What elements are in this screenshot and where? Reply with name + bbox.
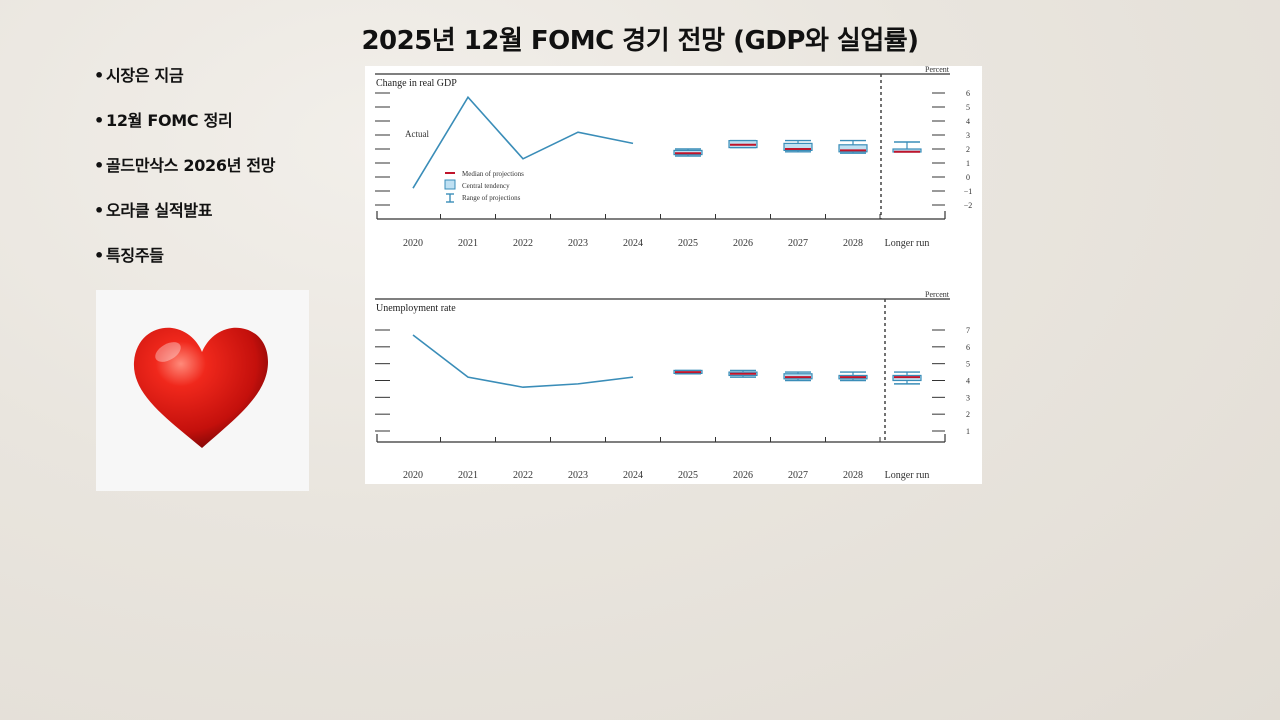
y-tick-label: 2 [966, 410, 970, 419]
x-tick-label: 2021 [458, 470, 478, 481]
bullet-item: • 특징주들 [94, 246, 164, 265]
y-tick-label: 6 [966, 343, 970, 352]
x-tick-label: 2025 [678, 470, 698, 481]
unit-label: Percent [925, 66, 950, 74]
bullet-text: 시장은 지금 [106, 66, 184, 85]
x-tick-label: Longer run [885, 470, 930, 481]
legend-central-icon [444, 179, 456, 190]
unit-label: Percent [925, 290, 950, 299]
y-tick-label: 3 [966, 131, 970, 140]
x-tick-label: 2028 [843, 238, 863, 249]
y-tick-label: 6 [966, 89, 970, 98]
bullet-item: • 오라클 실적발표 [94, 201, 213, 220]
chart-title: Change in real GDP [376, 78, 457, 89]
x-tick-label: 2020 [403, 470, 423, 481]
y-tick-label: 2 [966, 145, 970, 154]
x-tick-label: 2023 [568, 470, 588, 481]
x-tick-label: 2022 [513, 238, 533, 249]
legend-central-label: Central tendency [462, 182, 510, 190]
fomc-projection-chart: Change in real GDP Percent 6 5 4 3 2 1 0 −1 −2 2020… [365, 66, 982, 484]
x-tick-label: 2026 [733, 238, 753, 249]
x-tick-label: 2024 [623, 238, 643, 249]
x-tick-label: 2023 [568, 238, 588, 249]
x-tick-label: 2027 [788, 238, 808, 249]
actual-label: Actual [405, 129, 429, 139]
legend-range-label: Range of projections [462, 194, 521, 202]
bullet-item: • 12월 FOMC 정리 [94, 111, 233, 130]
central-tendency-box [783, 142, 813, 152]
x-tick-label: 2026 [733, 470, 753, 481]
x-tick-label: 2022 [513, 470, 533, 481]
y-tick-label: 3 [966, 393, 970, 402]
y-tick-label: 5 [966, 360, 970, 369]
heart-icon [133, 327, 268, 448]
chart-canvas: Change in real GDP Percent 6 5 4 3 2 1 0 −1 −2 2020… [375, 66, 973, 481]
x-tick-label: 2024 [623, 470, 643, 481]
x-tick-label: 2020 [403, 238, 423, 249]
heart-image [96, 290, 309, 491]
y-tick-label: 4 [966, 377, 970, 386]
x-tick-label: 2025 [678, 238, 698, 249]
y-tick-label: 1 [966, 427, 970, 436]
y-tick-label: −1 [964, 187, 973, 196]
y-tick-label: 0 [966, 173, 970, 182]
chart-title: Unemployment rate [376, 303, 456, 314]
y-tick-label: 7 [966, 326, 970, 335]
central-tendency-box [838, 144, 868, 153]
slide-title: 2025년 12월 FOMC 경기 전망 (GDP와 실업률) [361, 26, 919, 56]
actual-line [412, 334, 634, 389]
legend-median-label: Median of projections [462, 170, 524, 178]
x-tick-label: Longer run [885, 238, 930, 249]
bullet-text: 특징주들 [106, 246, 164, 265]
x-tick-label: 2027 [788, 470, 808, 481]
x-tick-label: 2028 [843, 470, 863, 481]
bullet-text: 골드만삭스 2026년 전망 [106, 156, 276, 175]
y-tick-label: 4 [966, 117, 970, 126]
bullet-text: 12월 FOMC 정리 [106, 111, 233, 130]
y-tick-label: 1 [966, 159, 970, 168]
y-tick-label: 5 [966, 103, 970, 112]
bullet-text: 오라클 실적발표 [106, 201, 213, 220]
x-tick-label: 2021 [458, 238, 478, 249]
bullet-list: • 시장은 지금 • 12월 FOMC 정리 • 골드만삭스 2026년 전망 • 오라… [94, 62, 276, 287]
bullet-item: • 골드만삭스 2026년 전망 [94, 156, 276, 175]
y-tick-label: −2 [964, 201, 973, 210]
bullet-item: • 시장은 지금 [94, 66, 184, 85]
